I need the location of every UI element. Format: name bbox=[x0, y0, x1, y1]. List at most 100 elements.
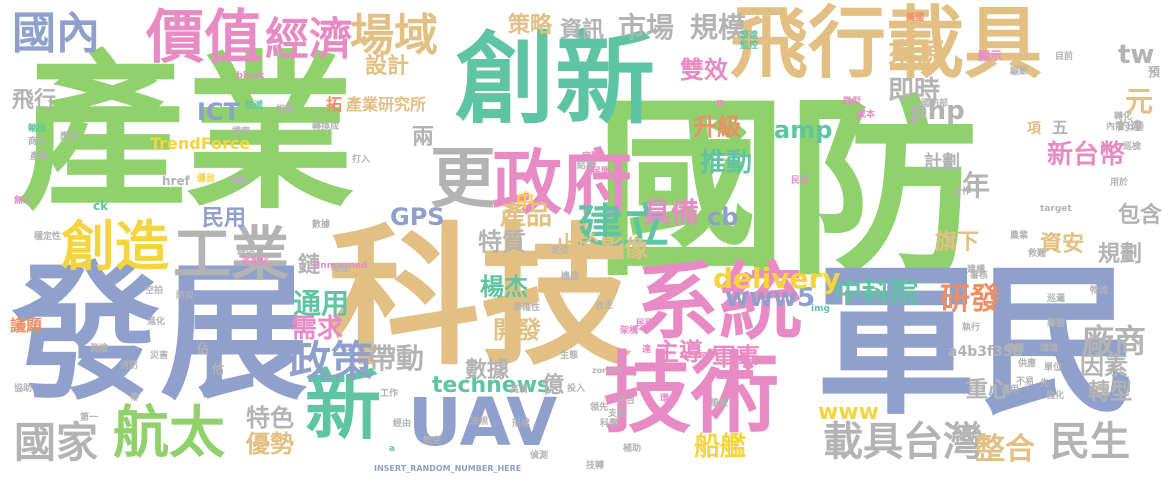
word: 巡邏 bbox=[1047, 294, 1066, 304]
word: 高清 bbox=[510, 385, 529, 395]
word: amp bbox=[774, 116, 833, 144]
word: 資訊 bbox=[560, 18, 605, 43]
word: 發展 bbox=[12, 248, 308, 420]
word: 輸出 bbox=[28, 124, 47, 134]
word: Unmanned bbox=[313, 261, 368, 271]
word: 新 bbox=[305, 361, 381, 450]
word: 空拍 bbox=[145, 286, 164, 296]
word: TrendForce bbox=[150, 134, 251, 153]
word: 產業 bbox=[18, 36, 354, 232]
word: 數據 bbox=[312, 220, 331, 230]
word: 特色 bbox=[246, 404, 294, 432]
word: 價值 bbox=[146, 3, 263, 71]
word: 產業研究所 bbox=[346, 95, 427, 114]
word: 投入 bbox=[567, 384, 586, 394]
word: 中科院 bbox=[834, 276, 919, 309]
word: 測繪 bbox=[90, 344, 109, 354]
word: 結構 bbox=[577, 161, 596, 171]
word: 準確性 bbox=[513, 303, 541, 313]
word: 止於 bbox=[555, 233, 600, 258]
word: 應用 bbox=[60, 132, 79, 142]
word: 顯示 bbox=[978, 49, 1003, 63]
word: 建構 bbox=[967, 265, 986, 275]
word: 經由 bbox=[393, 419, 412, 429]
word: 升級 bbox=[693, 113, 741, 141]
word: 進化 bbox=[147, 317, 166, 327]
word: 具備 bbox=[643, 196, 700, 229]
word: 達 bbox=[642, 345, 652, 355]
word: 元 bbox=[1125, 85, 1154, 118]
word: 航空 bbox=[423, 436, 442, 446]
word: 新台幣 bbox=[1047, 140, 1126, 170]
word: 廠商 bbox=[1082, 322, 1147, 360]
word: 先 bbox=[1040, 379, 1050, 389]
word: 創造 bbox=[61, 215, 169, 278]
word: 國防部 bbox=[921, 99, 949, 109]
word: 議題 bbox=[10, 316, 43, 335]
word: 政策 bbox=[289, 337, 374, 386]
word: 民國 bbox=[636, 319, 655, 329]
word: 帶動 bbox=[368, 342, 425, 375]
word: 主導 bbox=[655, 338, 703, 366]
word: 軍民 bbox=[815, 249, 1139, 437]
word: 架構 bbox=[620, 326, 639, 336]
word: 民用 bbox=[202, 206, 247, 231]
word: 開發 bbox=[493, 316, 541, 344]
word: 經濟 bbox=[265, 14, 353, 65]
word: 轉化 bbox=[1114, 112, 1133, 122]
word: 環境 bbox=[1040, 344, 1059, 354]
word: 帶 bbox=[130, 393, 140, 403]
word: 規劃 bbox=[1098, 242, 1143, 267]
word: 楊杰 bbox=[480, 273, 528, 301]
word: 執行 bbox=[962, 323, 981, 333]
word: 平台 bbox=[617, 396, 636, 406]
word: 建立 bbox=[577, 199, 669, 253]
word: 整合 bbox=[975, 432, 1035, 467]
word: 國內 bbox=[12, 8, 100, 59]
word: 不易 bbox=[1016, 377, 1035, 387]
word: 民間 bbox=[592, 167, 611, 177]
word: 商用 bbox=[28, 137, 47, 147]
word: ICT bbox=[197, 98, 240, 126]
word: 消防 bbox=[120, 361, 139, 371]
word: 工業 bbox=[173, 220, 290, 288]
word: 客製化 bbox=[242, 257, 270, 267]
word: 工作 bbox=[380, 389, 399, 399]
word: 補助 bbox=[623, 444, 642, 454]
word: 評估 bbox=[237, 247, 256, 257]
word: 巡檢 bbox=[1123, 142, 1142, 152]
word: 推動 bbox=[700, 148, 753, 178]
word: 載具台灣 bbox=[823, 419, 983, 465]
word: 運用 bbox=[207, 319, 226, 329]
word: 合作 bbox=[953, 187, 972, 197]
word: 美國 bbox=[906, 13, 925, 23]
word: 場域 bbox=[350, 10, 438, 61]
word: n bbox=[716, 96, 725, 110]
word: 相關 bbox=[276, 105, 295, 115]
word: 生態 bbox=[560, 351, 579, 361]
word: INSERT_RANDOM_NUMBER_HERE bbox=[374, 464, 522, 473]
word: 公務 bbox=[1126, 122, 1145, 132]
word: tw bbox=[1118, 40, 1155, 70]
word: 計劃 bbox=[924, 152, 960, 173]
word: 監控 bbox=[740, 41, 759, 51]
word: 傳統 bbox=[230, 177, 249, 187]
word: 通用 bbox=[293, 287, 350, 320]
word: 無人 bbox=[14, 196, 33, 206]
word: 地理 bbox=[331, 264, 350, 274]
word: 航太 bbox=[113, 401, 225, 466]
word: 發達 bbox=[740, 31, 759, 41]
word: 資安 bbox=[1040, 232, 1085, 257]
word: 打入 bbox=[352, 155, 371, 165]
word: 產業 bbox=[30, 152, 49, 162]
word: UAV bbox=[408, 384, 558, 461]
word: technews bbox=[432, 373, 551, 398]
word: href bbox=[162, 174, 190, 188]
word: 雙效 bbox=[680, 56, 728, 84]
word: 產品 bbox=[500, 201, 553, 231]
word: 形成 bbox=[512, 419, 531, 429]
word: 飛行 bbox=[12, 88, 57, 113]
word: GPS bbox=[390, 203, 445, 231]
word: 供應 bbox=[1018, 359, 1037, 369]
